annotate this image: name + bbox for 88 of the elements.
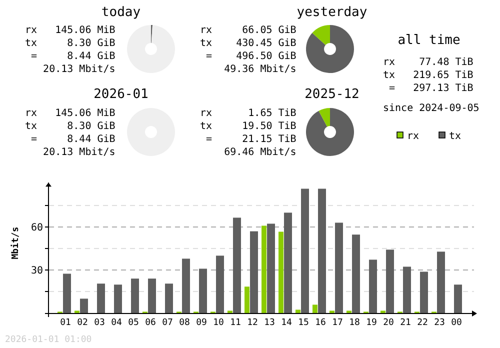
x-tick-label: 04 xyxy=(111,318,122,328)
x-tick-label: 00 xyxy=(451,318,462,328)
text: all time xyxy=(398,33,460,48)
text: since 2024-09-05 xyxy=(383,103,480,114)
text: rx 77.48 TiB xyxy=(383,57,474,68)
x-tick-label: 05 xyxy=(128,318,139,328)
x-tick-label: 22 xyxy=(417,318,428,328)
x-tick-label: 18 xyxy=(349,318,360,328)
bar xyxy=(233,218,241,313)
x-tick-label: 10 xyxy=(213,318,224,328)
donut-slice xyxy=(306,25,354,73)
text: = 297.13 TiB xyxy=(383,83,474,94)
text: 69.46 Mbit/s xyxy=(200,147,296,158)
x-tick-label: 19 xyxy=(366,318,377,328)
bar xyxy=(244,286,250,313)
bar xyxy=(335,222,343,313)
bar xyxy=(284,212,292,313)
x-tick-label: 02 xyxy=(77,318,88,328)
chart-title: 2025-12 xyxy=(304,87,360,102)
text: = 8.44 GiB xyxy=(25,51,116,62)
text: tx 430.45 GiB xyxy=(200,38,296,49)
bar xyxy=(318,188,326,313)
bar xyxy=(278,232,284,313)
x-tick-label: 13 xyxy=(264,318,275,328)
x-tick-label: 08 xyxy=(179,318,190,328)
x-tick-label: 07 xyxy=(162,318,173,328)
x-tick-label: 15 xyxy=(298,318,309,328)
chart-title: today xyxy=(101,5,141,20)
y-axis-title: Mbit/s xyxy=(10,226,21,260)
bar xyxy=(369,260,377,313)
bar xyxy=(420,272,428,313)
legend-label: rx xyxy=(407,131,420,142)
text: tx 8.30 GiB xyxy=(25,38,116,49)
text: 20.13 Mbit/s xyxy=(25,64,116,75)
bar xyxy=(80,298,88,313)
bar xyxy=(216,256,224,313)
text: 49.36 Mbit/s xyxy=(200,64,296,75)
bar xyxy=(312,304,318,313)
x-tick-label: 03 xyxy=(94,318,105,328)
bar xyxy=(267,224,275,313)
text: 20.13 Mbit/s xyxy=(25,147,116,158)
donut-slice xyxy=(312,25,330,45)
bar xyxy=(199,268,207,313)
text: rx 145.06 MiB xyxy=(25,108,116,119)
legend-label: tx xyxy=(449,131,462,142)
text: tx 19.50 TiB xyxy=(200,121,296,132)
text: tx 219.65 TiB xyxy=(383,70,474,81)
text: = 21.15 TiB xyxy=(200,134,296,145)
text: rx 66.05 GiB xyxy=(200,25,296,36)
x-tick-label: 16 xyxy=(315,318,326,328)
bar xyxy=(403,266,411,313)
bar xyxy=(114,284,122,313)
x-tick-label: 06 xyxy=(145,318,156,328)
x-tick-label: 14 xyxy=(281,318,292,328)
bar xyxy=(97,284,105,313)
bar xyxy=(301,188,309,313)
bar xyxy=(296,310,300,313)
text: rx 1.65 TiB xyxy=(200,108,296,119)
text: rx 145.06 MiB xyxy=(25,25,116,36)
donut-slice xyxy=(306,108,354,156)
y-tick-label: 30 xyxy=(30,266,43,276)
text: tx 8.30 GiB xyxy=(25,121,116,132)
x-tick-label: 12 xyxy=(247,318,258,328)
text: = 496.50 GiB xyxy=(200,51,296,62)
bar xyxy=(148,278,156,313)
bar xyxy=(454,284,462,313)
y-tick-label: 60 xyxy=(30,222,43,234)
x-tick-label: 11 xyxy=(230,318,241,328)
bar xyxy=(63,274,71,313)
bar xyxy=(386,250,394,313)
bar xyxy=(165,284,173,313)
x-tick-label: 09 xyxy=(196,318,207,328)
chart-title: 2026-01 xyxy=(94,87,148,102)
x-tick-label: 01 xyxy=(60,318,71,328)
x-tick-label: 23 xyxy=(434,318,445,328)
bar xyxy=(182,258,190,313)
bar xyxy=(262,226,266,313)
bar xyxy=(352,234,360,313)
chart-title: yesterday xyxy=(296,5,368,20)
text: = 8.44 GiB xyxy=(25,134,116,145)
donut-slice xyxy=(127,25,175,73)
x-tick-label: 17 xyxy=(332,318,343,328)
bar xyxy=(250,231,258,313)
bar xyxy=(437,252,445,313)
x-tick-label: 20 xyxy=(383,318,394,328)
bar xyxy=(131,278,139,313)
donut-slice xyxy=(318,108,330,127)
x-tick-label: 21 xyxy=(400,318,411,328)
